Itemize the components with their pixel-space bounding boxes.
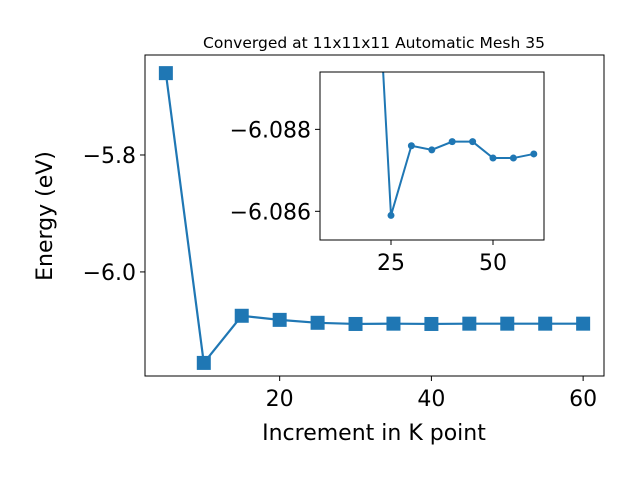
y-tick-label: −6.088 xyxy=(230,118,311,143)
y-axis-label: Energy (eV) xyxy=(33,151,58,281)
x-tick-label: 20 xyxy=(266,387,294,412)
marker xyxy=(348,316,363,331)
marker xyxy=(196,355,211,370)
axes-frame xyxy=(319,71,545,241)
plot-group xyxy=(158,66,591,370)
x-axis-label: Increment in K point xyxy=(262,421,486,446)
marker xyxy=(386,316,401,331)
x-tick-label: 60 xyxy=(569,387,597,412)
x-tick-label: 40 xyxy=(417,387,445,412)
y-tick-label: −6.086 xyxy=(230,200,311,225)
marker xyxy=(234,308,249,323)
marker xyxy=(387,211,395,219)
marker xyxy=(538,316,553,331)
marker xyxy=(407,142,415,150)
marker xyxy=(500,316,515,331)
marker xyxy=(448,138,456,146)
plot-group xyxy=(382,72,538,219)
marker xyxy=(530,150,538,158)
axes-frame xyxy=(144,54,605,377)
x-tick-label: 25 xyxy=(377,251,405,276)
marker xyxy=(509,154,517,162)
marker xyxy=(428,146,436,154)
marker xyxy=(158,66,173,81)
marker xyxy=(424,316,439,331)
marker xyxy=(489,154,497,162)
plot-area xyxy=(320,72,544,240)
marker xyxy=(576,316,591,331)
marker xyxy=(462,316,477,331)
chart-title: Converged at 11x11x11 Automatic Mesh 35 xyxy=(203,34,545,52)
marker xyxy=(469,138,477,146)
x-tick-label: 50 xyxy=(479,251,507,276)
y-tick-label: −6.0 xyxy=(83,261,136,286)
marker xyxy=(272,312,287,327)
marker xyxy=(310,315,325,330)
y-tick-label: −5.8 xyxy=(83,144,136,169)
